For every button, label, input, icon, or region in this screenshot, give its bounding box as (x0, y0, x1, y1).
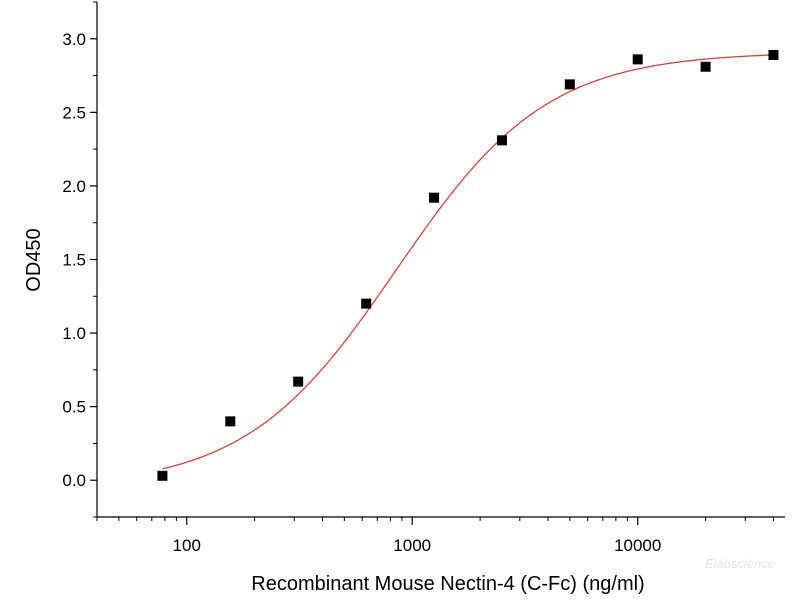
watermark: Elabscience (705, 556, 775, 571)
fit-curve (162, 54, 774, 470)
data-point (632, 54, 643, 65)
data-point (157, 470, 168, 481)
data-point (293, 376, 304, 387)
y-tick-label: 2.0 (62, 177, 86, 196)
x-tick-label: 100 (173, 536, 201, 555)
data-point (700, 61, 711, 72)
data-points (157, 49, 779, 481)
y-tick-label: 2.5 (62, 103, 86, 122)
y-tick-label: 0.0 (62, 471, 86, 490)
data-point (225, 416, 236, 427)
data-point (429, 192, 440, 203)
x-tick-label: 1000 (393, 536, 431, 555)
x-tick-label: 10000 (614, 536, 661, 555)
x-axis-title: Recombinant Mouse Nectin-4 (C-Fc) (ng/ml… (251, 573, 644, 595)
y-tick-label: 0.5 (62, 398, 86, 417)
data-point (496, 135, 507, 146)
y-tick-label: 3.0 (62, 30, 86, 49)
y-tick-label: 1.0 (62, 324, 86, 343)
axes (96, 2, 785, 518)
y-axis-title: OD450 (23, 228, 45, 291)
data-point (768, 49, 779, 60)
y-tick-label: 1.5 (62, 251, 86, 270)
data-point (564, 79, 575, 90)
data-point (361, 298, 372, 309)
x-ticks: 100 1000 10000 (96, 517, 774, 555)
y-ticks: 0.0 0.5 1.0 1.5 2.0 2.5 3.0 (62, 1, 97, 518)
